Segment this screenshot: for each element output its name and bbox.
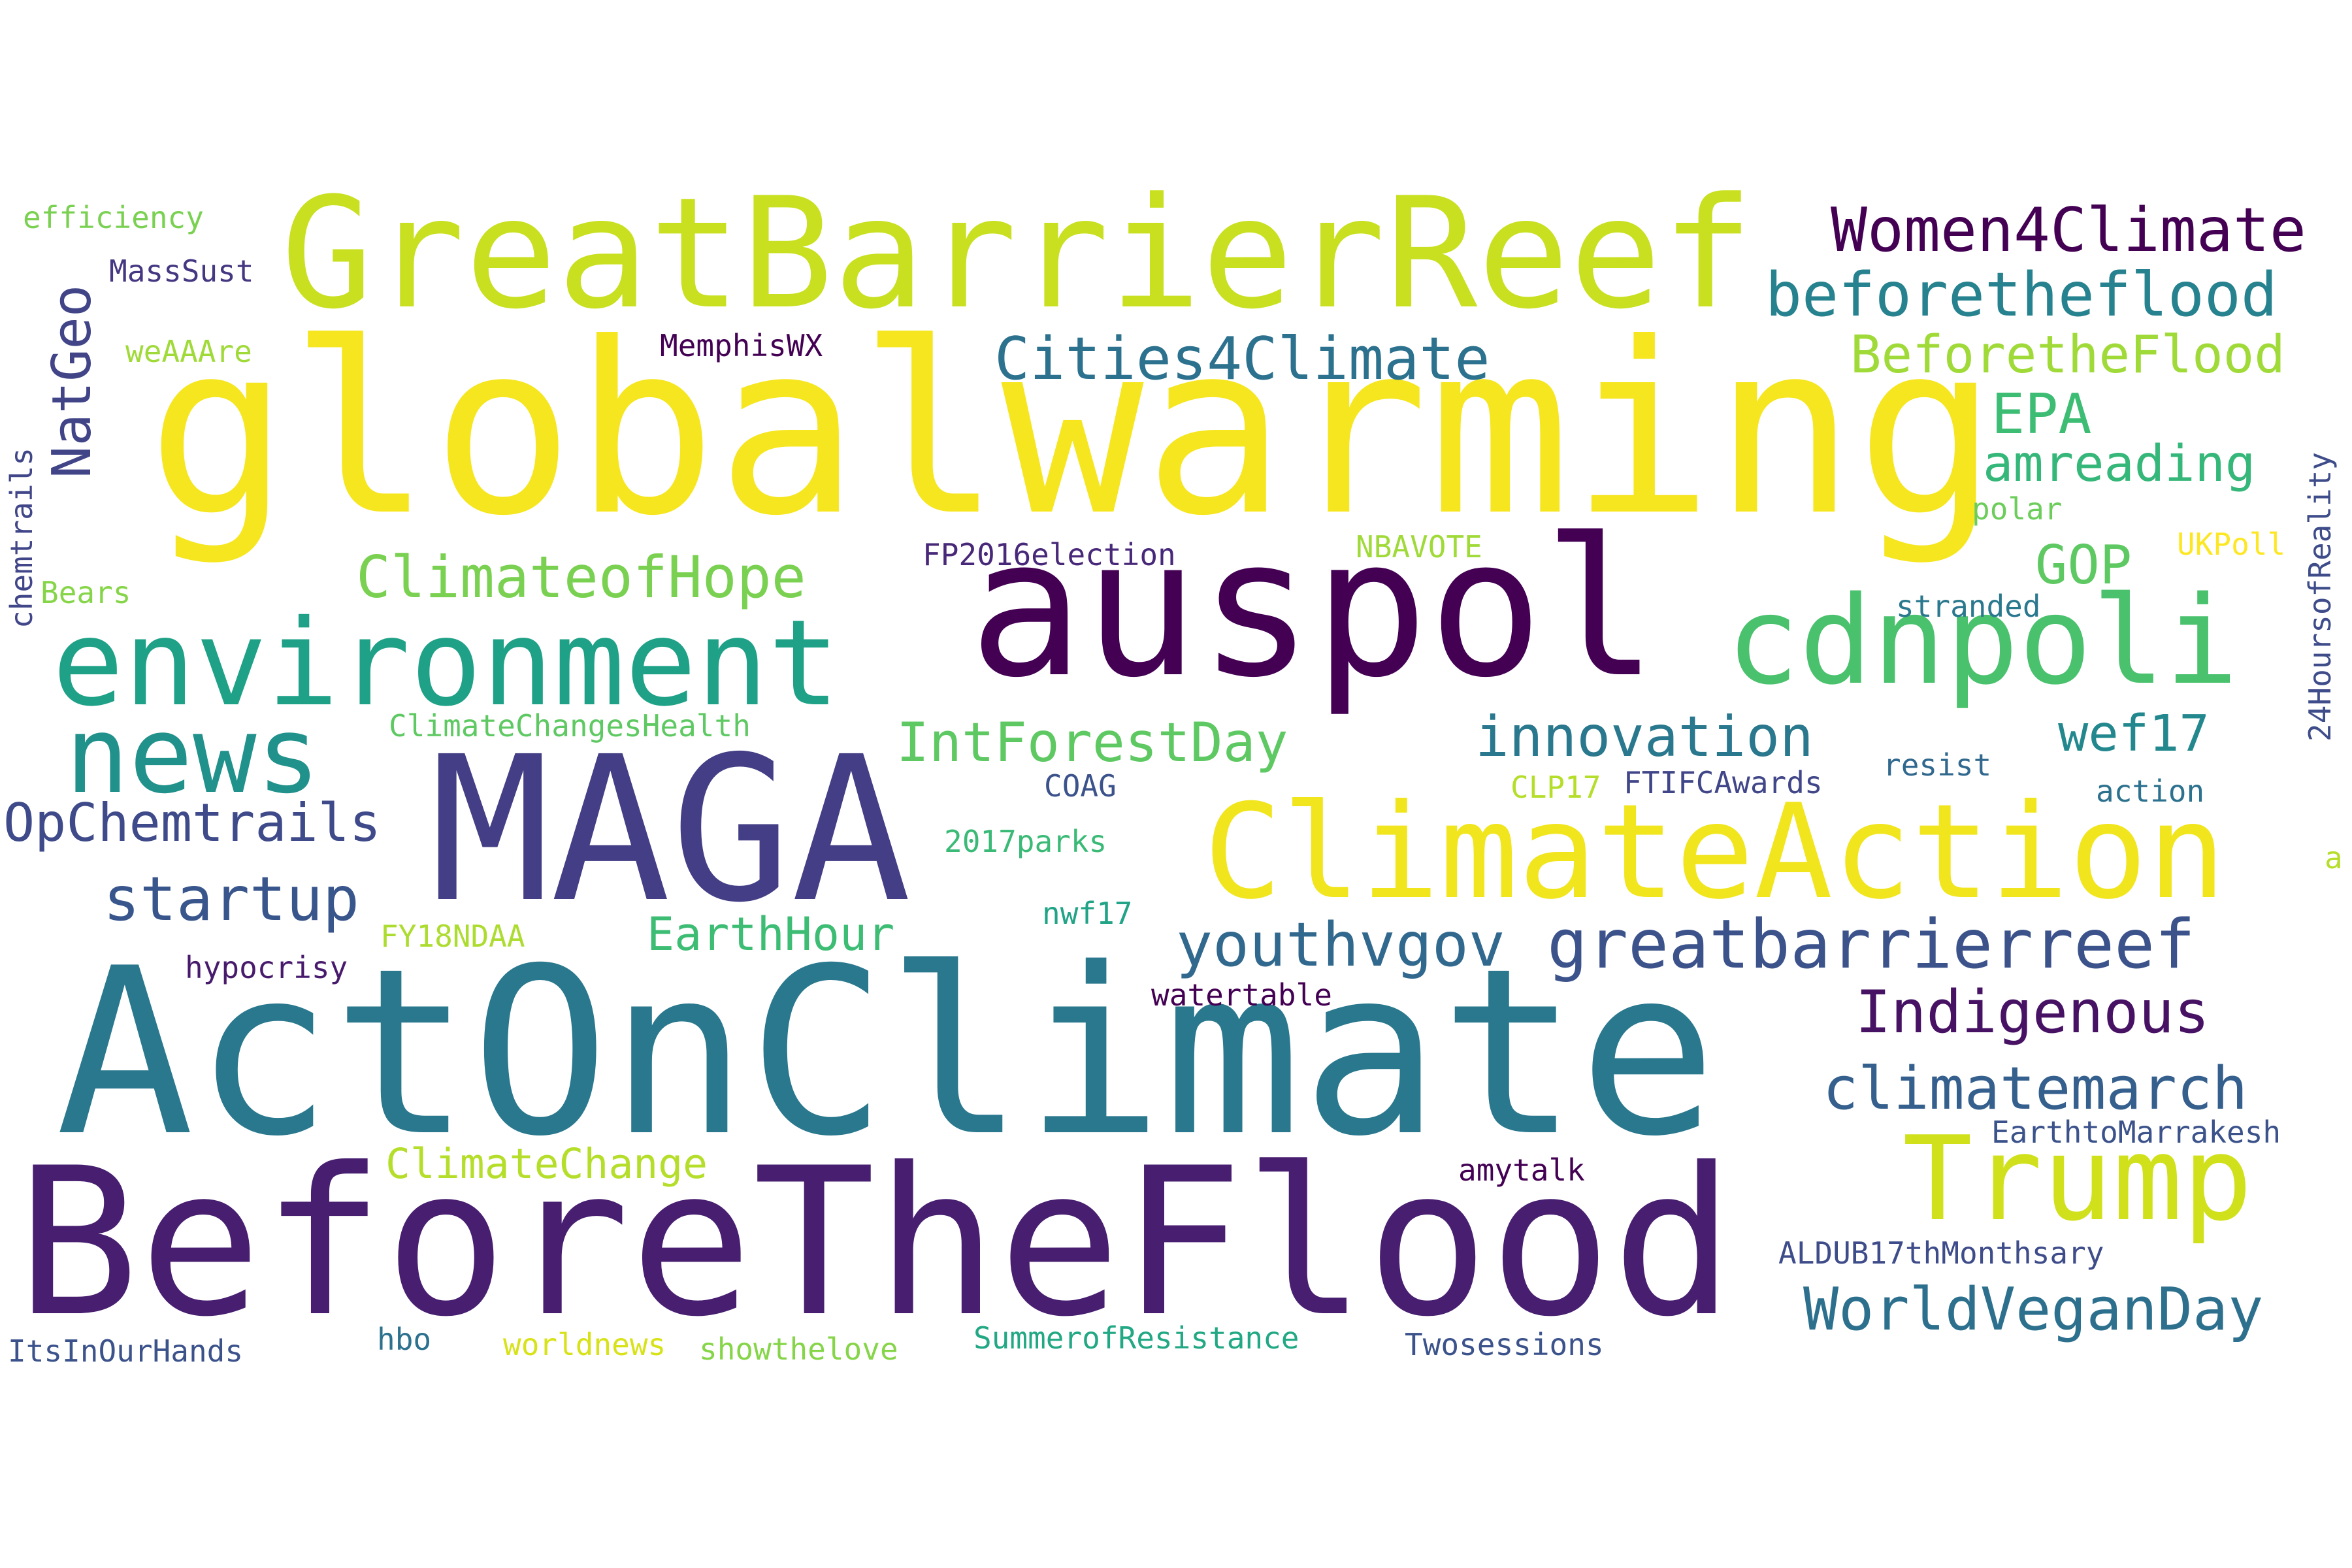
word: hypocrisy: [185, 950, 348, 985]
word: innovation: [1475, 704, 1814, 770]
word: NBAVOTE: [1356, 529, 1482, 564]
word: ALDUB17thMonthsary: [1778, 1235, 2104, 1271]
word: FP2016election: [923, 537, 1176, 572]
word: GreatBarrierReef: [281, 165, 1754, 343]
word: resist: [1883, 747, 1992, 783]
word: stranded: [1896, 589, 2041, 624]
word: wef17: [2058, 705, 2210, 763]
word: globalwarming: [147, 293, 1999, 568]
word: startup: [103, 864, 359, 934]
word: polar: [1972, 491, 2063, 527]
word: Twosessions: [1405, 1327, 1604, 1362]
word: weAAAre: [125, 334, 252, 369]
word: ClimateChange: [385, 1140, 708, 1188]
word: worldnews: [503, 1327, 666, 1362]
word: Cities4Climate: [994, 325, 1490, 393]
word: amreading: [1983, 435, 2256, 493]
word: a: [2325, 840, 2343, 875]
word: environment: [52, 594, 840, 732]
word: beforetheflood: [1765, 259, 2278, 330]
word: action: [2096, 774, 2205, 809]
word: ActOnClimate: [56, 919, 1718, 1187]
word: Trump: [1903, 1111, 2253, 1247]
word: MassSust: [109, 253, 254, 289]
word: OpChemtrails: [3, 792, 381, 853]
word: showthelove: [699, 1331, 898, 1367]
word: Women4Climate: [1831, 195, 2306, 265]
word: chemtrails: [4, 448, 39, 629]
word: GOP: [2035, 534, 2132, 596]
word: FY18NDAA: [380, 919, 525, 954]
word: 2017parks: [944, 824, 1107, 859]
word: CLP17: [1511, 770, 1601, 805]
word: Indigenous: [1855, 978, 2210, 1047]
word: FTIFCAwards: [1624, 765, 1823, 800]
word: EPA: [1991, 382, 2092, 447]
word: nwf17: [1042, 896, 1133, 931]
word: climatemarch: [1823, 1054, 2248, 1123]
word: amytalk: [1458, 1152, 1585, 1188]
word: MAGA: [430, 714, 911, 947]
word: MemphisWX: [660, 328, 823, 363]
word: greatbarrierreef: [1547, 906, 2196, 984]
word: news: [65, 694, 321, 817]
word: EarthHour: [647, 907, 895, 961]
word: SummerofResistance: [973, 1320, 1299, 1356]
word: UKPoll: [2177, 527, 2286, 562]
word: BeforeTheFlood: [16, 1124, 1735, 1362]
word: ClimateAction: [1203, 776, 2227, 928]
word: COAG: [1044, 768, 1117, 804]
word: efficiency: [23, 200, 204, 235]
word: auspol: [969, 497, 1658, 719]
word: Bears: [41, 575, 131, 610]
word: EarthtoMarrakesh: [1991, 1115, 2281, 1150]
word: BeforetheFlood: [1850, 325, 2285, 385]
word: cdnpoli: [1726, 570, 2238, 711]
word: watertable: [1151, 977, 1332, 1013]
word: ClimateChangesHealth: [389, 708, 751, 743]
word: NatGeo: [41, 284, 103, 478]
word: youthvgov: [1176, 909, 1505, 980]
word: IntForestDay: [896, 711, 1288, 774]
word: ClimateofHope: [356, 544, 806, 611]
word: WorldVeganDay: [1803, 1275, 2264, 1344]
word: 24HoursofReality: [2302, 451, 2338, 742]
word: hbo: [377, 1322, 432, 1357]
word: ItsInOurHands: [8, 1333, 244, 1369]
